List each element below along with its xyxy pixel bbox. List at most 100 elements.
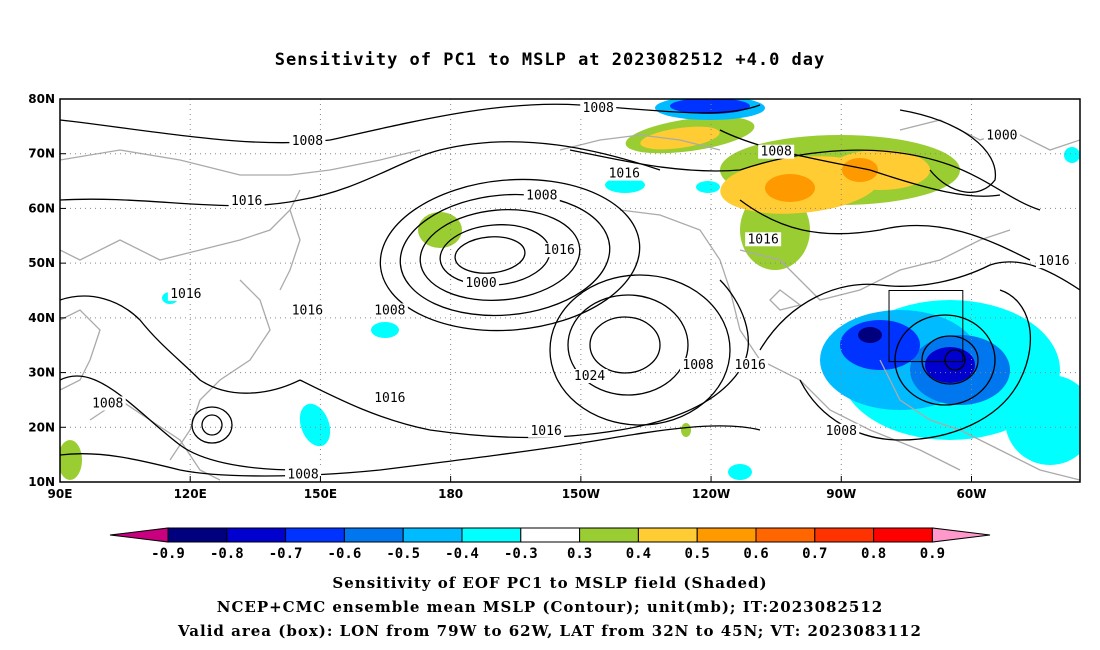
- shade-pos: [681, 423, 691, 437]
- contour-label-bg: [680, 358, 717, 373]
- x-tick-label: 60W: [957, 487, 987, 501]
- contour-label-bg: [463, 276, 500, 291]
- colorbar-label: -0.4: [445, 546, 479, 562]
- mslp-contour: [921, 335, 979, 385]
- contour-label: 1016: [374, 391, 405, 406]
- contour-label-bg: [1035, 254, 1072, 269]
- shade-neg: [925, 347, 975, 383]
- colorbar-label: 0.9: [920, 546, 945, 562]
- contour-label-bg: [289, 133, 326, 148]
- colorbar-segment: [167, 527, 228, 543]
- colorbar-segment: [696, 527, 757, 543]
- mslp-contour: [191, 406, 233, 444]
- mslp-contour: [201, 414, 223, 436]
- coastline: [559, 134, 721, 151]
- colorbar-segment: [285, 527, 345, 543]
- coastline: [619, 209, 961, 471]
- contour-label: 1008: [374, 303, 405, 318]
- x-tick-label: 120E: [174, 487, 207, 501]
- contour-label-bg: [285, 467, 322, 482]
- coastline: [169, 279, 271, 461]
- axes: 90E 120E 150E 180 150W 120W 90W 60W 80N 70N 60N 50N…: [28, 92, 986, 501]
- colorbar-label: 0.8: [861, 546, 886, 562]
- contour-label: 1000: [465, 276, 496, 291]
- colorbar-label: -0.7: [269, 546, 303, 562]
- contour-label: 1008: [583, 101, 614, 116]
- colorbar-segment: [343, 527, 404, 543]
- shade-neg: [605, 177, 645, 193]
- contour-label-bg: [528, 423, 565, 438]
- mslp-contour: [60, 103, 761, 144]
- colorbar-segment: [579, 527, 639, 543]
- colorbar-segment: [461, 527, 522, 543]
- colorbar-segment: [873, 527, 933, 543]
- contour-label-bg: [983, 128, 1020, 143]
- colorbar-segment: [755, 527, 816, 543]
- shade-neg: [371, 322, 399, 338]
- sensitivity-shading: [60, 99, 1080, 480]
- mslp-contour: [567, 294, 689, 396]
- gridlines: [60, 99, 1080, 482]
- contour-label-bg: [732, 358, 769, 373]
- contour-label: 1008: [761, 145, 792, 160]
- contour-label: 1008: [292, 134, 323, 149]
- contour-label-bg: [371, 303, 408, 318]
- contour-label: 1016: [609, 167, 640, 182]
- shade-pos: [842, 158, 878, 182]
- y-tick-label: 10N: [28, 475, 55, 489]
- shade-neg: [299, 403, 331, 447]
- mslp-contour: [454, 236, 526, 274]
- contour-label: 1016: [530, 424, 561, 439]
- contour-label-bg: [289, 303, 326, 318]
- contour-label: 1016: [292, 303, 323, 318]
- contour-label-bg: [371, 390, 408, 405]
- contour-label-bg: [758, 144, 795, 159]
- colorbar-label: 0.7: [802, 546, 827, 562]
- mslp-contour: [549, 274, 731, 426]
- y-tick-label: 20N: [28, 420, 55, 434]
- x-tick-label: 90E: [48, 487, 73, 501]
- shade-pos: [765, 174, 815, 202]
- x-tick-label: 180: [438, 487, 463, 501]
- colorbar-label: -0.8: [210, 546, 244, 562]
- coastline: [60, 189, 301, 261]
- colorbar-label: -0.5: [386, 546, 420, 562]
- coastline: [60, 149, 421, 176]
- contour-label: 1024: [574, 369, 605, 384]
- contour-labels: 1008 1008 1000 1008 1016 1016 1008 1016 1016 1016…: [89, 100, 1072, 483]
- colorbar-segment: [402, 527, 463, 543]
- contour-label-bg: [167, 286, 204, 301]
- contour-label: 1016: [231, 194, 262, 209]
- y-tick-label: 80N: [28, 92, 55, 106]
- mslp-contour: [60, 375, 301, 471]
- contour-label: 1008: [92, 396, 123, 411]
- mslp-contour: [569, 149, 1041, 211]
- mslp-contour: [899, 109, 996, 193]
- valid-area-box: [888, 290, 964, 363]
- y-tick-label: 30N: [28, 366, 55, 380]
- footer-line-1: Sensitivity of EOF PC1 to MSLP field (Sh…: [332, 574, 768, 592]
- footer-line-2: NCEP+CMC ensemble mean MSLP (Contour); u…: [216, 598, 884, 616]
- contour-label-bg: [541, 243, 578, 258]
- contour-label-bg: [571, 369, 608, 384]
- shade-neg: [858, 327, 882, 343]
- contour-label: 1016: [734, 358, 765, 373]
- chart-title: Sensitivity of PC1 to MSLP at 2023082512…: [274, 50, 826, 70]
- colorbar-arrow-right: [931, 527, 991, 543]
- colorbar-segment: [637, 527, 698, 543]
- contour-label-bg: [228, 193, 265, 208]
- colorbar: -0.9 -0.8 -0.7 -0.6 -0.5 -0.4 -0.3 0.3 0.4 0.5 0.6…: [109, 527, 991, 562]
- contour-label-bg: [823, 423, 860, 438]
- mslp-contour: [60, 141, 661, 207]
- y-tick-label: 50N: [28, 256, 55, 270]
- footer-line-3: Valid area (box): LON from 79W to 62W, L…: [178, 622, 922, 640]
- contour-label: 1008: [826, 424, 857, 439]
- mslp-contour: [60, 295, 301, 394]
- colorbar-label: 0.6: [743, 546, 768, 562]
- colorbar-segment: [520, 527, 581, 543]
- contour-label: 1000: [986, 128, 1017, 143]
- colorbar-label: -0.9: [151, 546, 185, 562]
- colorbar-arrow-left: [109, 527, 169, 543]
- contour-label-bg: [606, 166, 643, 181]
